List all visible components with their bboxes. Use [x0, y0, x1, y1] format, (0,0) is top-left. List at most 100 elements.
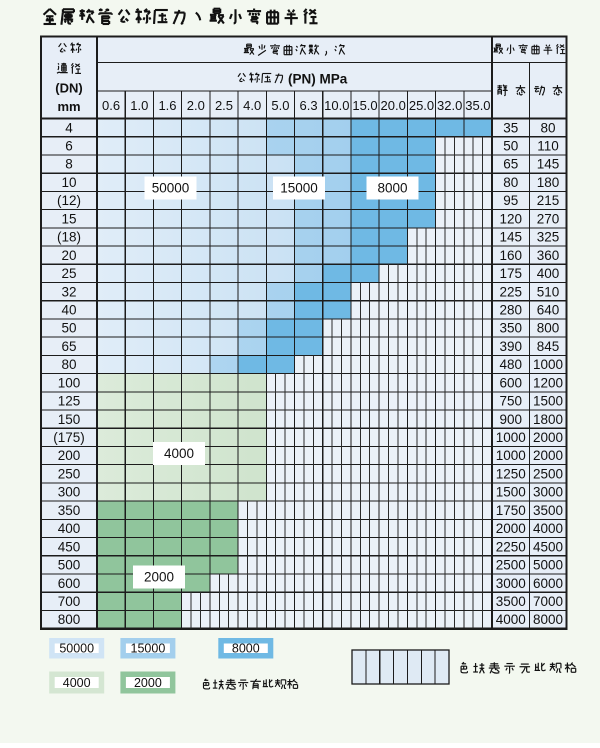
svg-text:35: 35: [503, 120, 518, 135]
svg-text:800: 800: [58, 612, 81, 627]
svg-text:2000: 2000: [134, 676, 162, 690]
svg-text:2500: 2500: [533, 466, 563, 481]
svg-text:1800: 1800: [533, 412, 563, 427]
svg-text:1.0: 1.0: [130, 98, 148, 113]
svg-text:1200: 1200: [533, 375, 563, 390]
svg-text:125: 125: [58, 394, 81, 409]
svg-text:40: 40: [61, 303, 76, 318]
svg-text:145: 145: [500, 230, 523, 245]
svg-text:1000: 1000: [496, 430, 526, 445]
svg-text:(12): (12): [57, 193, 81, 208]
svg-text:450: 450: [58, 539, 81, 554]
svg-text:1250: 1250: [496, 466, 526, 481]
svg-text:0.6: 0.6: [102, 98, 120, 113]
svg-text:4.0: 4.0: [243, 98, 261, 113]
svg-text:(175): (175): [53, 430, 85, 445]
svg-text:80: 80: [61, 357, 76, 372]
svg-text:(PN) MPa: (PN) MPa: [288, 71, 348, 86]
svg-text:2.0: 2.0: [187, 98, 205, 113]
svg-text:900: 900: [500, 412, 523, 427]
svg-text:5.0: 5.0: [271, 98, 289, 113]
svg-text:32.0: 32.0: [437, 98, 462, 113]
svg-text:2000: 2000: [533, 448, 563, 463]
svg-text:510: 510: [537, 284, 560, 299]
svg-text:2.5: 2.5: [215, 98, 233, 113]
svg-text:10.0: 10.0: [324, 98, 349, 113]
svg-text:215: 215: [537, 193, 560, 208]
svg-text:80: 80: [503, 175, 518, 190]
svg-text:4000: 4000: [164, 446, 194, 461]
svg-text:50000: 50000: [152, 181, 190, 196]
svg-text:(18): (18): [57, 230, 81, 245]
svg-text:32: 32: [61, 284, 76, 299]
svg-text:15: 15: [61, 211, 76, 226]
svg-text:175: 175: [500, 266, 523, 281]
svg-text:160: 160: [500, 248, 523, 263]
svg-text:500: 500: [58, 558, 81, 573]
svg-text:4000: 4000: [63, 676, 91, 690]
svg-text:6.3: 6.3: [300, 98, 318, 113]
svg-text:(DN): (DN): [55, 81, 82, 96]
svg-text:15000: 15000: [280, 181, 318, 196]
svg-text:50: 50: [61, 321, 76, 336]
svg-text:1000: 1000: [533, 357, 563, 372]
svg-text:8000: 8000: [377, 181, 407, 196]
svg-text:25.0: 25.0: [409, 98, 434, 113]
svg-text:350: 350: [500, 321, 523, 336]
svg-text:5000: 5000: [533, 558, 563, 573]
svg-text:7000: 7000: [533, 594, 563, 609]
svg-text:2000: 2000: [496, 521, 526, 536]
svg-text:250: 250: [58, 466, 81, 481]
svg-text:6000: 6000: [533, 576, 563, 591]
svg-text:95: 95: [503, 193, 518, 208]
svg-text:390: 390: [500, 339, 523, 354]
svg-text:4000: 4000: [533, 521, 563, 536]
svg-text:2500: 2500: [496, 558, 526, 573]
svg-text:4500: 4500: [533, 539, 563, 554]
svg-text:3500: 3500: [496, 594, 526, 609]
svg-text:4000: 4000: [496, 612, 526, 627]
svg-text:700: 700: [58, 594, 81, 609]
svg-text:2000: 2000: [533, 430, 563, 445]
svg-text:300: 300: [58, 485, 81, 500]
svg-text:1750: 1750: [496, 503, 526, 518]
svg-text:mm: mm: [57, 99, 80, 114]
svg-text:480: 480: [500, 357, 523, 372]
svg-text:15000: 15000: [131, 642, 166, 656]
svg-text:8000: 8000: [232, 642, 260, 656]
svg-text:1.6: 1.6: [158, 98, 176, 113]
svg-text:400: 400: [537, 266, 560, 281]
svg-text:120: 120: [500, 211, 523, 226]
svg-text:150: 150: [58, 412, 81, 427]
svg-text:600: 600: [500, 375, 523, 390]
svg-text:640: 640: [537, 303, 560, 318]
svg-text:225: 225: [500, 284, 523, 299]
svg-text:20.0: 20.0: [381, 98, 406, 113]
svg-text:10: 10: [61, 175, 76, 190]
svg-text:1500: 1500: [533, 394, 563, 409]
svg-text:50: 50: [503, 139, 518, 154]
svg-text:6: 6: [65, 139, 73, 154]
svg-text:1000: 1000: [496, 448, 526, 463]
svg-text:200: 200: [58, 448, 81, 463]
svg-text:110: 110: [537, 139, 559, 154]
svg-text:3500: 3500: [533, 503, 563, 518]
svg-text:4: 4: [65, 120, 73, 135]
svg-text:180: 180: [537, 175, 560, 190]
svg-text:35.0: 35.0: [465, 98, 490, 113]
svg-text:800: 800: [537, 321, 560, 336]
svg-text:8000: 8000: [533, 612, 563, 627]
svg-text:845: 845: [537, 339, 560, 354]
svg-text:360: 360: [537, 248, 560, 263]
svg-text:270: 270: [537, 211, 560, 226]
svg-text:8: 8: [65, 157, 73, 172]
svg-text:3000: 3000: [496, 576, 526, 591]
svg-text:15.0: 15.0: [352, 98, 377, 113]
svg-text:325: 325: [537, 230, 560, 245]
svg-text:1500: 1500: [496, 485, 526, 500]
svg-text:100: 100: [58, 375, 81, 390]
svg-text:65: 65: [61, 339, 76, 354]
svg-text:350: 350: [58, 503, 81, 518]
svg-text:600: 600: [58, 576, 81, 591]
svg-text:280: 280: [500, 303, 523, 318]
